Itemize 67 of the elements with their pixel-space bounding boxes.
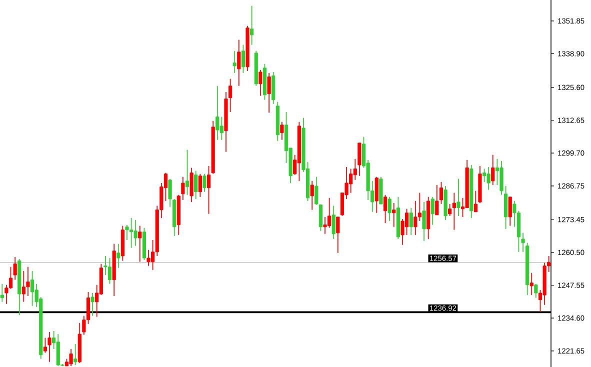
candlestick [138,225,142,262]
candlestick [280,121,284,140]
candlestick [198,173,202,198]
candlestick [30,270,34,306]
candlestick [414,200,418,236]
candlestick [232,50,236,74]
candlestick [486,166,490,190]
candlestick [422,202,426,242]
candlestick [185,149,190,196]
candlestick [353,158,357,180]
candlestick [530,272,534,296]
candlestick [267,72,271,114]
candlestick [474,190,478,212]
candlestick [383,194,388,224]
candlestick [314,176,318,206]
candlestick [228,78,232,112]
candlestick [332,205,336,240]
candlestick [216,85,220,140]
candlestick [456,178,460,216]
candlestick [129,218,134,248]
candlestick [108,258,112,284]
candlestick [374,176,378,214]
candlestick [43,337,47,354]
candlestick [500,160,504,196]
candlestick [250,5,254,46]
candlestick [181,176,185,200]
candlestick [0,283,4,302]
candlestick [237,39,241,86]
candlestick [190,167,194,202]
candlestick [491,154,495,186]
candlestick [26,266,30,296]
candlestick [388,196,392,222]
candlestick [439,182,444,204]
candlestick [134,220,138,246]
candlestick [116,243,120,268]
candlestick [404,208,409,236]
candlestick [8,266,13,290]
candlestick [13,256,17,280]
candlestick [258,70,262,96]
candlestick [323,216,327,234]
candlestick [206,166,211,214]
candlestick [146,249,150,266]
candlestick [74,343,78,366]
candlestick [392,202,396,228]
candlestick [534,283,538,298]
candlestick [168,178,172,208]
candlestick [482,168,486,182]
candlestick [69,348,73,366]
candlestick [448,204,452,216]
candlestick [430,196,434,226]
candlestick [90,292,94,316]
candlestick [508,196,512,226]
candlestick [435,184,439,216]
candlestick [125,224,129,240]
candlestick [504,186,508,230]
candlestick [409,207,413,236]
candlestick [318,204,323,232]
candlestick [194,170,198,200]
candlestick [202,173,206,192]
candlestick [310,180,314,210]
candlestick [336,216,340,254]
candlestick [48,332,52,362]
candlestick [358,142,362,176]
candlestick [521,232,525,252]
candlestick [452,192,456,230]
candlestick [220,116,224,140]
candlestick [241,44,246,74]
